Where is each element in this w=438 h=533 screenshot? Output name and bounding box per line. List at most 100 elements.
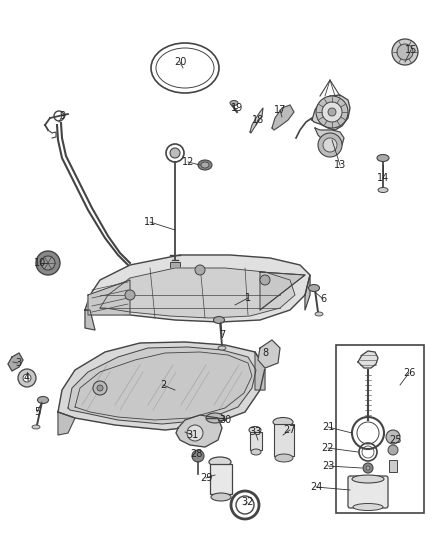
Text: 3: 3 (15, 358, 21, 368)
Circle shape (192, 450, 204, 462)
Bar (210, 464, 232, 494)
Text: 32: 32 (241, 497, 253, 507)
Bar (250, 432, 262, 450)
Bar (389, 460, 397, 472)
Text: 25: 25 (389, 435, 401, 445)
Polygon shape (250, 108, 263, 133)
Bar (336, 345, 424, 513)
Text: 30: 30 (219, 415, 231, 425)
Ellipse shape (251, 449, 261, 455)
Text: 17: 17 (274, 105, 286, 115)
Polygon shape (58, 342, 265, 430)
Text: 26: 26 (403, 368, 415, 378)
Circle shape (187, 425, 203, 441)
Circle shape (195, 265, 205, 275)
Polygon shape (312, 95, 350, 130)
Circle shape (322, 102, 342, 122)
Text: 27: 27 (284, 425, 296, 435)
Circle shape (363, 463, 373, 473)
Circle shape (386, 430, 400, 444)
FancyBboxPatch shape (348, 476, 388, 508)
Circle shape (41, 256, 55, 270)
Ellipse shape (275, 454, 293, 462)
Polygon shape (75, 352, 252, 420)
Ellipse shape (198, 160, 212, 170)
Text: 2: 2 (160, 380, 166, 390)
Text: 8: 8 (262, 348, 268, 358)
Text: 10: 10 (34, 258, 46, 268)
Bar (274, 424, 294, 456)
Circle shape (23, 374, 31, 382)
Ellipse shape (249, 426, 261, 433)
Polygon shape (85, 310, 95, 330)
Text: 12: 12 (182, 157, 194, 167)
Text: 13: 13 (334, 160, 346, 170)
Ellipse shape (315, 312, 323, 316)
Polygon shape (85, 255, 310, 322)
Ellipse shape (213, 317, 225, 324)
Text: 29: 29 (200, 473, 212, 483)
Ellipse shape (378, 188, 388, 192)
Text: 19: 19 (231, 103, 243, 113)
Circle shape (18, 369, 36, 387)
Text: 31: 31 (186, 430, 198, 440)
Text: 7: 7 (219, 330, 225, 340)
Circle shape (260, 275, 270, 285)
Ellipse shape (201, 162, 209, 168)
Circle shape (397, 44, 413, 60)
Polygon shape (305, 275, 310, 310)
Text: 33: 33 (249, 427, 261, 437)
Polygon shape (260, 272, 305, 310)
Circle shape (366, 466, 370, 470)
Text: 24: 24 (310, 482, 322, 492)
Ellipse shape (273, 417, 293, 426)
Text: 4: 4 (24, 373, 30, 383)
Polygon shape (176, 415, 222, 447)
Ellipse shape (211, 493, 231, 501)
Polygon shape (88, 280, 130, 315)
Ellipse shape (308, 285, 319, 292)
Text: 1: 1 (245, 293, 251, 303)
Circle shape (392, 39, 418, 65)
Text: 15: 15 (405, 45, 417, 55)
Text: 20: 20 (174, 57, 186, 67)
Polygon shape (255, 352, 265, 390)
Circle shape (93, 381, 107, 395)
Text: 22: 22 (322, 443, 334, 453)
Ellipse shape (353, 504, 383, 511)
Circle shape (97, 385, 103, 391)
Circle shape (323, 138, 337, 152)
Circle shape (170, 148, 180, 158)
Polygon shape (272, 105, 294, 130)
Circle shape (36, 251, 60, 275)
Text: 23: 23 (322, 461, 334, 471)
Ellipse shape (352, 475, 384, 483)
Text: 5: 5 (34, 407, 40, 417)
Text: 6: 6 (320, 294, 326, 304)
Ellipse shape (38, 397, 49, 403)
Ellipse shape (218, 346, 226, 350)
Polygon shape (68, 347, 256, 424)
Polygon shape (315, 128, 344, 148)
Text: 11: 11 (144, 217, 156, 227)
Polygon shape (58, 412, 75, 435)
Polygon shape (258, 340, 280, 368)
Text: 21: 21 (322, 422, 334, 432)
Ellipse shape (230, 101, 238, 106)
Circle shape (316, 96, 348, 128)
Circle shape (328, 108, 336, 116)
Bar (170, 262, 180, 270)
Text: 18: 18 (252, 115, 264, 125)
Circle shape (125, 290, 135, 300)
Circle shape (388, 445, 398, 455)
Text: 14: 14 (377, 173, 389, 183)
Polygon shape (100, 268, 295, 318)
Ellipse shape (377, 155, 389, 161)
Ellipse shape (209, 457, 231, 467)
Text: 9: 9 (59, 111, 65, 121)
Circle shape (318, 133, 342, 157)
Ellipse shape (206, 413, 224, 423)
Polygon shape (358, 351, 378, 368)
Polygon shape (8, 353, 23, 371)
Ellipse shape (32, 425, 40, 429)
